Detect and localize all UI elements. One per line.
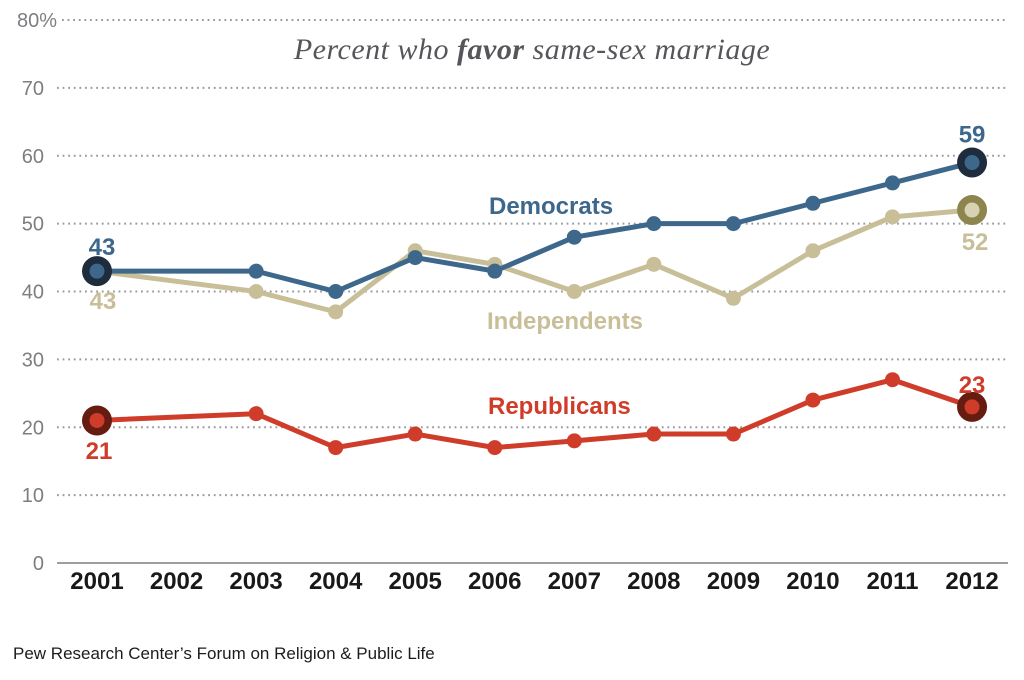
data-point-independents-2008 (646, 256, 662, 272)
data-point-independents-2010 (805, 243, 821, 259)
legend-label-republicans: Republicans (488, 393, 631, 420)
data-point-republicans-2007 (566, 433, 582, 449)
x-tick-label-2001: 2001 (70, 568, 123, 595)
x-tick-label-2006: 2006 (468, 568, 521, 595)
x-tick-label-2011: 2011 (866, 568, 918, 595)
value-label-republicans-end: 23 (959, 372, 986, 399)
data-point-independents-2009 (725, 290, 741, 306)
value-label-independents-start: 43 (90, 288, 117, 315)
data-point-democrats-2004 (328, 284, 344, 299)
x-tick-label-2005: 2005 (389, 568, 442, 595)
endpoint-center-republicans-2001 (89, 412, 105, 428)
data-point-democrats-2011 (885, 175, 900, 191)
data-point-republicans-2003 (248, 406, 264, 422)
x-tick-label-2009: 2009 (707, 568, 760, 595)
data-point-democrats-2006 (487, 263, 503, 279)
data-point-democrats-2005 (407, 250, 423, 266)
y-tick-label-60: 60 (22, 146, 44, 168)
y-tick-label-50: 50 (22, 214, 44, 236)
data-point-republicans-2011 (885, 372, 900, 388)
y-tick-label-80: 80% (17, 10, 57, 32)
data-point-democrats-2003 (248, 263, 264, 279)
series-line-independents (94, 207, 975, 315)
data-point-democrats-2007 (566, 229, 582, 245)
data-point-independents-2007 (566, 284, 582, 299)
legend-label-independents: Independents (487, 308, 644, 335)
series-line-democrats (94, 160, 975, 294)
y-tick-label-40: 40 (22, 282, 44, 304)
y-tick-label-30: 30 (22, 349, 44, 371)
source-attribution: Pew Research Center’s Forum on Religion … (13, 644, 435, 663)
chart-title-prefix: Percent who (293, 33, 458, 66)
x-tick-label-2002: 2002 (150, 568, 203, 595)
value-label-democrats-end: 59 (959, 122, 986, 149)
data-point-republicans-2008 (646, 426, 662, 442)
value-label-republicans-start: 21 (86, 438, 113, 465)
endpoint-center-independents-2012 (964, 202, 980, 218)
y-tick-label-0: 0 (33, 553, 44, 575)
data-point-republicans-2004 (328, 440, 344, 456)
data-point-republicans-2006 (487, 440, 503, 456)
data-point-democrats-2008 (646, 216, 662, 232)
chart-title: Percent who favor same-sex marriage (57, 33, 1007, 67)
x-tick-label-2012: 2012 (945, 568, 998, 595)
endpoint-center-democrats-2001 (89, 263, 105, 279)
value-label-democrats-start: 43 (89, 234, 116, 261)
data-point-independents-2003 (248, 284, 264, 299)
y-tick-label-70: 70 (22, 78, 44, 100)
y-tick-label-10: 10 (22, 485, 44, 507)
endpoint-center-democrats-2012 (964, 155, 980, 171)
data-point-democrats-2009 (725, 216, 741, 232)
data-point-republicans-2009 (725, 426, 741, 442)
legend-label-democrats: Democrats (489, 193, 614, 220)
data-point-independents-2011 (885, 209, 900, 225)
x-tick-label-2004: 2004 (309, 568, 363, 595)
data-point-republicans-2005 (407, 426, 423, 442)
x-tick-label-2010: 2010 (786, 568, 839, 595)
x-tick-label-2008: 2008 (627, 568, 680, 595)
data-point-republicans-2010 (805, 392, 821, 408)
x-tick-label-2007: 2007 (548, 568, 601, 595)
data-point-independents-2004 (328, 304, 344, 320)
endpoint-center-republicans-2012 (964, 399, 980, 415)
x-tick-label-2003: 2003 (229, 568, 282, 595)
value-label-independents-end: 52 (962, 229, 989, 256)
data-point-democrats-2010 (805, 195, 821, 211)
y-tick-label-20: 20 (22, 417, 44, 439)
chart-title-emphasis: favor (457, 33, 525, 66)
chart-title-suffix: same-sex marriage (524, 33, 771, 66)
